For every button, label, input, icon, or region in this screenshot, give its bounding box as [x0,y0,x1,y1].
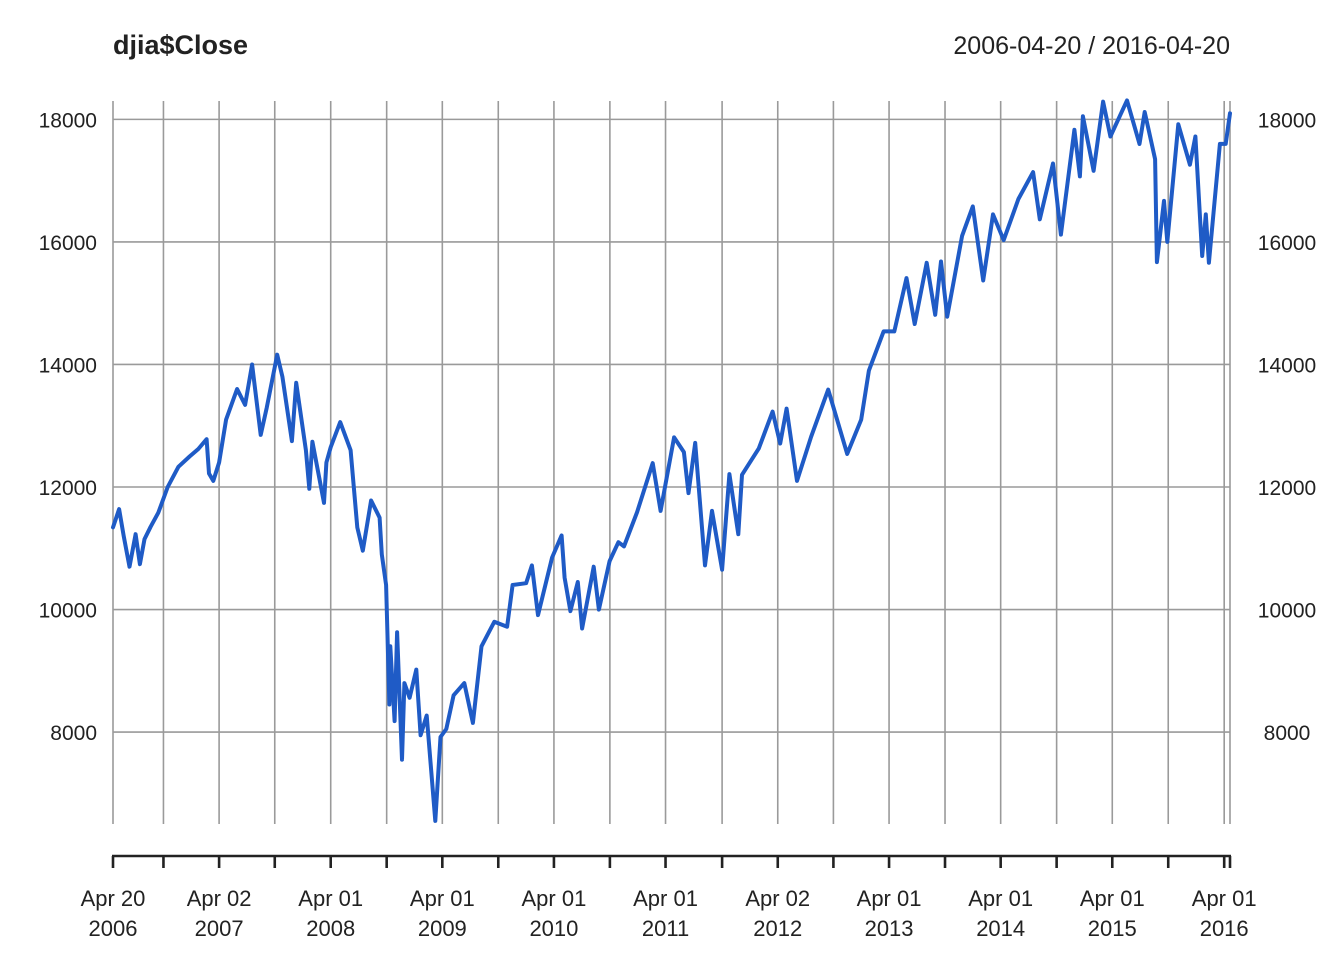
y-axis-right: 8000 10000 12000 14000 16000 18000 [1258,109,1316,745]
y-tick-label-right: 14000 [1258,354,1316,377]
y-tick-label-right: 16000 [1258,232,1316,255]
y-tick-label-left: 18000 [39,109,97,132]
x-tick-label-year: 2012 [753,916,802,941]
y-tick-label-right: 12000 [1258,477,1316,500]
x-tick-label-year: 2013 [865,916,914,941]
x-tick-label-month: Apr 01 [1080,886,1145,911]
x-tick-label-year: 2016 [1200,916,1249,941]
date-range-label: 2006-04-20 / 2016-04-20 [953,32,1230,60]
x-tick-label-year: 2011 [642,916,689,941]
y-tick-label-left: 12000 [39,477,97,500]
y-tick-label-left: 14000 [39,354,97,377]
x-tick-label-month: Apr 01 [968,886,1033,911]
grid-lines [112,101,1231,824]
y-axis-left: 8000 10000 12000 14000 16000 18000 [39,109,97,745]
series-layer [111,98,1232,823]
x-tick-label-month: Apr 01 [857,886,922,911]
y-tick-label-right: 18000 [1258,109,1316,132]
x-tick-label-year: 2014 [976,916,1025,941]
x-tick-label-year: 2007 [195,916,244,941]
x-tick-label-month: Apr 02 [745,886,810,911]
x-tick-label-year: 2010 [529,916,578,941]
x-tick-label-month: Apr 01 [410,886,475,911]
x-axis: Apr 20 2006 Apr 02 2007 Apr 01 2008 Apr 01 2009… [81,854,1257,941]
y-tick-label-right: 8000 [1264,722,1311,745]
x-tick-label-month: Apr 01 [1192,886,1257,911]
x-tick-label-year: 2008 [306,916,355,941]
y-tick-label-left: 16000 [39,232,97,255]
x-tick-label-month: Apr 20 [81,886,146,911]
x-tick-label-year: 2015 [1088,916,1137,941]
x-tick-label-month: Apr 01 [522,886,587,911]
x-tick-label-month: Apr 01 [633,886,698,911]
x-tick-label-month: Apr 01 [298,886,363,911]
x-tick-label-year: 2006 [89,916,138,941]
y-tick-label-right: 10000 [1258,600,1316,623]
series-line [111,98,1232,823]
x-tick-label-month: Apr 02 [187,886,252,911]
y-tick-label-left: 8000 [50,722,97,745]
chart-title: djia$Close [113,30,248,60]
x-tick-label-year: 2009 [418,916,467,941]
y-tick-label-left: 10000 [39,600,97,623]
